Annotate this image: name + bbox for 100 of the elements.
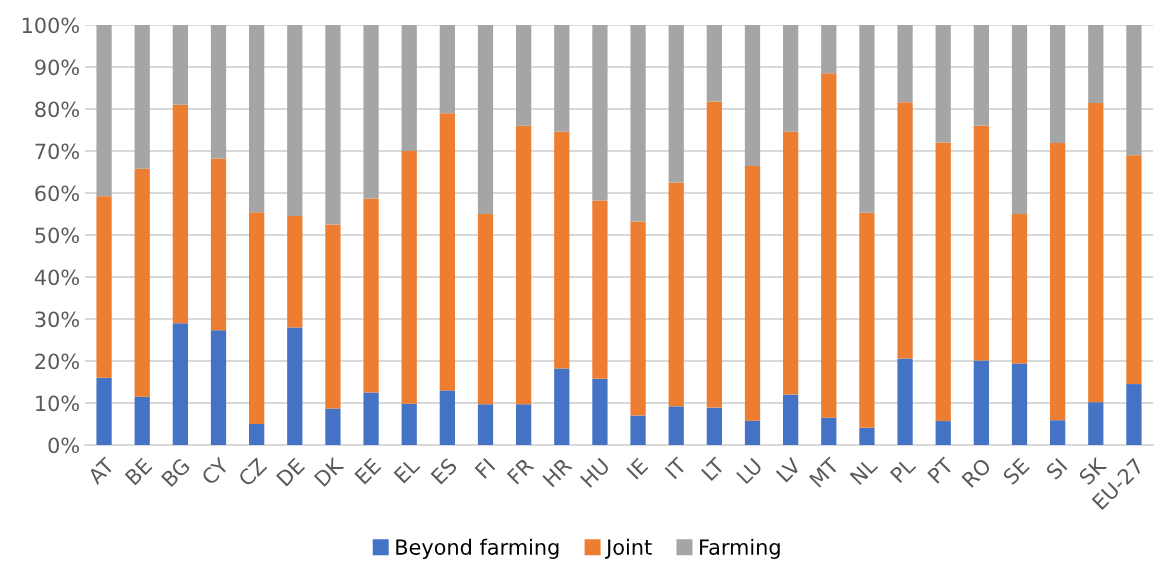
bar: [249, 212, 265, 424]
bar: [134, 396, 150, 445]
bar: [516, 404, 532, 445]
x-tick-label: HR: [542, 456, 573, 488]
bar: [401, 151, 417, 404]
bar: [210, 330, 227, 445]
bar: [592, 25, 608, 201]
bar: [821, 25, 837, 74]
x-tick-label: EL: [393, 456, 421, 484]
bar: [96, 377, 112, 445]
bar: [516, 125, 532, 405]
x-tick-label: BG: [160, 457, 191, 488]
y-tick-label: 40%: [34, 269, 79, 286]
bar: [439, 113, 455, 391]
bar: [287, 25, 303, 217]
bar: [935, 142, 951, 422]
bar: [172, 25, 188, 105]
x-tick-label: FI: [474, 458, 496, 479]
bar: [325, 25, 341, 225]
bar: [783, 131, 799, 395]
x-tick-label: ES: [430, 457, 458, 485]
bar: [477, 25, 494, 214]
bar: [439, 390, 455, 445]
bar: [134, 25, 150, 169]
bar: [630, 415, 646, 445]
bar: [897, 358, 913, 445]
bar: [668, 406, 684, 445]
bar: [592, 378, 608, 445]
x-tick-label: DK: [313, 456, 345, 487]
bar: [897, 25, 913, 103]
bar: [363, 392, 379, 445]
x-tick-label: NL: [849, 456, 879, 486]
bar: [1126, 25, 1142, 156]
x-tick-label: BE: [124, 457, 153, 486]
bar: [706, 25, 722, 102]
bar: [287, 216, 303, 328]
bar: [859, 25, 875, 213]
legend-label: Farming: [700, 538, 780, 559]
x-tick-label: EE: [354, 457, 382, 485]
bar: [249, 424, 265, 445]
bar: [363, 198, 379, 393]
bar: [668, 182, 684, 407]
bar: [744, 25, 761, 167]
bar: [1011, 363, 1028, 445]
bar: [96, 196, 112, 378]
x-tick-label: SI: [1045, 457, 1068, 481]
bar: [821, 73, 837, 418]
x-tick-label: RO: [961, 457, 992, 488]
x-tick-label: HU: [579, 457, 611, 488]
bar: [325, 224, 341, 409]
bar: [477, 404, 494, 445]
bar: [1011, 25, 1028, 214]
bar: [1088, 103, 1104, 403]
bar: [1126, 384, 1142, 445]
x-tick-label: LU: [736, 457, 763, 485]
bar: [973, 360, 989, 445]
bar: [401, 403, 417, 445]
x-tick-label: CY: [200, 456, 230, 486]
bar: [859, 212, 875, 428]
bar: [897, 102, 913, 359]
bar: [935, 25, 951, 143]
bar: [287, 327, 303, 445]
bar: [554, 25, 570, 132]
bar: [1050, 420, 1066, 445]
y-tick-label: 50%: [35, 227, 79, 244]
bar: [363, 25, 379, 199]
y-tick-label: 20%: [35, 353, 79, 370]
bar: [210, 25, 227, 159]
bar: [935, 421, 951, 445]
bar: [706, 101, 722, 408]
y-tick-label: 30%: [35, 311, 79, 328]
bar: [172, 104, 188, 324]
y-tick-label: 10%: [36, 395, 79, 412]
bar: [744, 166, 761, 421]
bar: [516, 25, 532, 126]
y-tick-label: 0%: [48, 437, 79, 454]
bar: [325, 408, 341, 445]
bar: [554, 368, 570, 445]
bar: [249, 25, 265, 213]
bar: [783, 394, 799, 445]
x-tick-label: IE: [626, 457, 649, 480]
x-tick-label: AT: [86, 456, 116, 486]
y-tick-label: 60%: [35, 185, 79, 202]
legend-label: Joint: [605, 538, 652, 559]
bar: [1011, 214, 1028, 364]
bar: [630, 25, 646, 222]
x-tick-label: PT: [927, 456, 955, 484]
bar: [96, 25, 112, 197]
x-tick-label: PL: [889, 456, 917, 483]
bar: [859, 427, 875, 445]
bar: [744, 420, 761, 445]
bar: [134, 168, 150, 397]
bar: [668, 25, 684, 183]
bar: [1088, 25, 1104, 104]
bar: [1050, 143, 1066, 421]
y-tick-label: 100%: [22, 17, 79, 34]
bar: [783, 25, 799, 132]
bar: [1050, 25, 1066, 144]
y-tick-label: 90%: [35, 59, 79, 76]
bar: [439, 25, 455, 114]
